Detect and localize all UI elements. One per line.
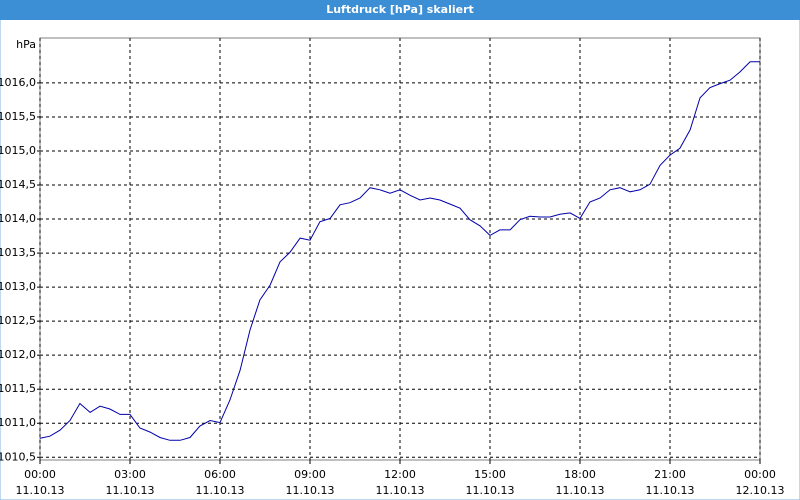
x-tick-date: 11.10.13 [286, 484, 335, 497]
y-tick-label: 1013,5 [0, 246, 36, 259]
x-tick-label: 18:00 [564, 468, 596, 481]
y-tick-label: 1016,0 [0, 76, 36, 89]
x-tick-label: 09:00 [294, 468, 326, 481]
y-tick-label: 1014,0 [0, 212, 36, 225]
data-line [39, 61, 760, 441]
y-axis-label: hPa [16, 38, 36, 51]
y-tick-label: 1011,0 [0, 416, 36, 429]
x-tick-label: 00:00 [744, 468, 776, 481]
x-tick-date: 11.10.13 [556, 484, 605, 497]
x-tick-label: 21:00 [654, 468, 686, 481]
x-tick-label: 06:00 [204, 468, 236, 481]
x-tick-date: 11.10.13 [376, 484, 425, 497]
y-tick-label: 1015,5 [0, 110, 36, 123]
x-tick-date: 11.10.13 [16, 484, 65, 497]
x-tick-date: 11.10.13 [466, 484, 515, 497]
y-tick-label: 1010,5 [0, 450, 36, 463]
x-tick-label: 15:00 [474, 468, 506, 481]
x-tick-label: 12:00 [384, 468, 416, 481]
y-tick-label: 1014,5 [0, 178, 36, 191]
x-tick-date: 11.10.13 [106, 484, 155, 497]
chart-title: Luftdruck [hPa] skaliert [326, 3, 474, 16]
x-tick-label: 00:00 [24, 468, 56, 481]
y-tick-label: 1012,0 [0, 348, 36, 361]
x-tick-date: 11.10.13 [196, 484, 245, 497]
y-tick-label: 1012,5 [0, 314, 36, 327]
title-bar [0, 0, 800, 20]
x-tick-label: 03:00 [114, 468, 146, 481]
y-tick-label: 1015,0 [0, 144, 36, 157]
x-tick-date: 11.10.13 [646, 484, 695, 497]
y-tick-label: 1013,0 [0, 280, 36, 293]
y-tick-label: 1011,5 [0, 382, 36, 395]
x-tick-date: 12.10.13 [736, 484, 785, 497]
